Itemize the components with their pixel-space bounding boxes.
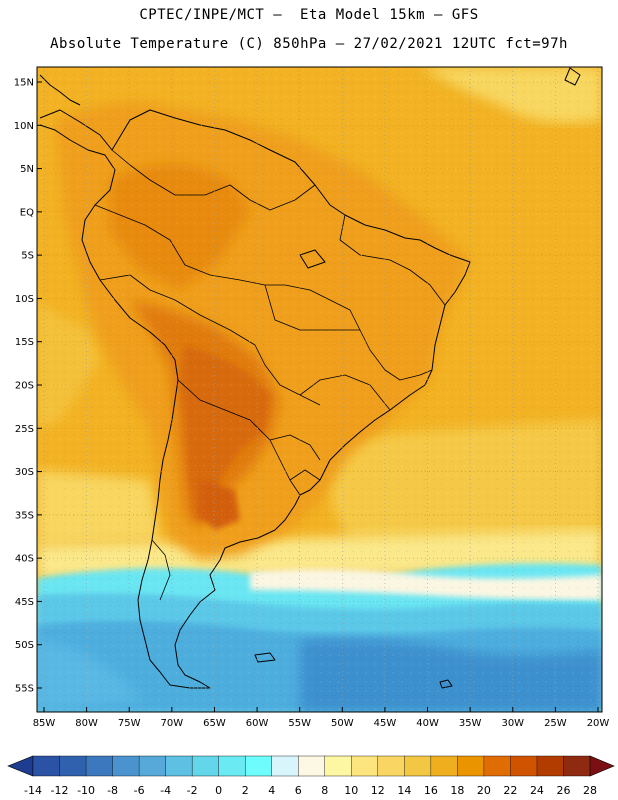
lat-label: 5S [21, 251, 34, 262]
lat-label: 30S [15, 467, 34, 478]
title-line-1: CPTEC/INPE/MCT – Eta Model 15km – GFS [139, 7, 479, 23]
border-amazon [94, 204, 331, 301]
marajo-island [299, 249, 326, 269]
colorbar-label: 16 [424, 784, 438, 797]
colorbar-label: -10 [77, 784, 95, 797]
colorbar-high-arrow [589, 755, 615, 777]
border-paraguay [269, 434, 321, 461]
longitude-axis: 85W 80W 75W 70W 65W 60W 55W 50W 45W 40W 35W 30W 25W 2… [33, 707, 610, 729]
border-uruguay [289, 469, 321, 481]
colorbar: -14 -12 -10 -8 -6 -4 -2 0 2 4 6 8 10 12 14 16 18 20 22 24 26… [7, 755, 615, 797]
field-texture [37, 67, 602, 712]
colorbar-swatch [244, 755, 273, 777]
borders [94, 149, 446, 601]
colorbar-label: 22 [503, 784, 517, 797]
latitude-axis: 15N 10N 5N EQ 5S 10S 15S 20S 25S 30S 35S 40S 45S 50S 5… [14, 78, 42, 695]
lat-label: 25S [15, 424, 34, 435]
colorbar-label: -4 [160, 784, 171, 797]
border-north [111, 149, 316, 211]
colorbar-swatch [191, 755, 220, 777]
central-america-coast [39, 74, 81, 106]
map-frame [36, 66, 603, 713]
caribbean-island [564, 67, 581, 86]
colorbar-label: 0 [215, 784, 222, 797]
colorbar-label: -14 [24, 784, 42, 797]
border-chile [151, 539, 171, 601]
lon-label: 65W [203, 718, 226, 729]
colorbar-label: -6 [134, 784, 145, 797]
map-field [37, 67, 602, 712]
border-state-ne [339, 214, 446, 306]
lon-label: 75W [118, 718, 141, 729]
lon-label: 85W [33, 718, 56, 729]
border-bolivia [99, 274, 321, 406]
colorbar-swatch [430, 755, 458, 777]
lon-label: 70W [161, 718, 184, 729]
colorbar-label: 28 [583, 784, 597, 797]
colorbar-swatch [59, 755, 87, 777]
colorbar-swatch [536, 755, 564, 777]
colorbar-swatch [138, 755, 167, 777]
colorbar-label: 10 [344, 784, 358, 797]
lon-label: 55W [288, 718, 311, 729]
lat-label: 20S [15, 381, 34, 392]
lat-label: 10N [14, 121, 34, 132]
colorbar-label: 18 [450, 784, 464, 797]
lon-label: 35W [459, 718, 482, 729]
colorbar-swatch [32, 755, 61, 777]
colorbar-swatch [112, 755, 140, 777]
lat-label: 15N [14, 78, 34, 89]
border-argentina [177, 379, 301, 496]
colorbar-swatch [218, 755, 246, 777]
colorbar-swatch [165, 755, 193, 777]
colorbar-swatch [457, 755, 485, 777]
south-georgia [439, 679, 453, 689]
lon-label: 80W [75, 718, 98, 729]
lat-label: 35S [15, 510, 34, 521]
lat-label: 10S [15, 294, 34, 305]
colorbar-label: 20 [477, 784, 491, 797]
lon-label: 50W [331, 718, 354, 729]
colorbar-label: -12 [51, 784, 69, 797]
colorbar-label: 8 [321, 784, 328, 797]
colorbar-swatch [271, 755, 299, 777]
colorbar-label: -2 [187, 784, 198, 797]
border-state-central [264, 284, 360, 331]
colorbar-swatch [351, 755, 379, 777]
lon-label: 25W [544, 718, 567, 729]
lon-label: 30W [501, 718, 524, 729]
lat-label: 40S [15, 554, 34, 565]
colorbar-swatch [298, 755, 326, 777]
lat-label: 5N [20, 164, 34, 175]
colorbar-label: 12 [371, 784, 385, 797]
colorbar-swatch [377, 755, 405, 777]
lon-label: 60W [246, 718, 269, 729]
colorbar-label: 2 [242, 784, 249, 797]
colorbar-label: 14 [397, 784, 411, 797]
colorbar-swatch [324, 755, 352, 777]
lon-label: 40W [416, 718, 439, 729]
lat-label: EQ [20, 207, 34, 218]
colorbar-swatch [563, 755, 591, 777]
colorbar-label: 26 [556, 784, 570, 797]
lat-label: 50S [15, 640, 34, 651]
colorbar-label: 24 [530, 784, 544, 797]
lat-label: 15S [15, 337, 34, 348]
title-line-2: Absolute Temperature (C) 850hPa – 27/02/… [50, 36, 568, 52]
colorbar-label: 4 [268, 784, 275, 797]
colorbar-label: 6 [295, 784, 302, 797]
colorbar-label: -8 [107, 784, 118, 797]
lon-label: 20W [587, 718, 610, 729]
colorbar-swatch [404, 755, 432, 777]
colorbar-swatch [510, 755, 538, 777]
lat-label: 55S [15, 684, 34, 695]
colorbar-swatch [483, 755, 511, 777]
colorbar-low-arrow [7, 755, 34, 777]
border-state-east [329, 299, 433, 381]
lat-label: 45S [15, 597, 34, 608]
colorbar-swatch [85, 755, 114, 777]
lon-label: 45W [374, 718, 397, 729]
